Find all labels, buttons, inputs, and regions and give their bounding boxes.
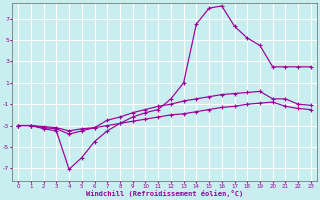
- X-axis label: Windchill (Refroidissement éolien,°C): Windchill (Refroidissement éolien,°C): [86, 190, 243, 197]
